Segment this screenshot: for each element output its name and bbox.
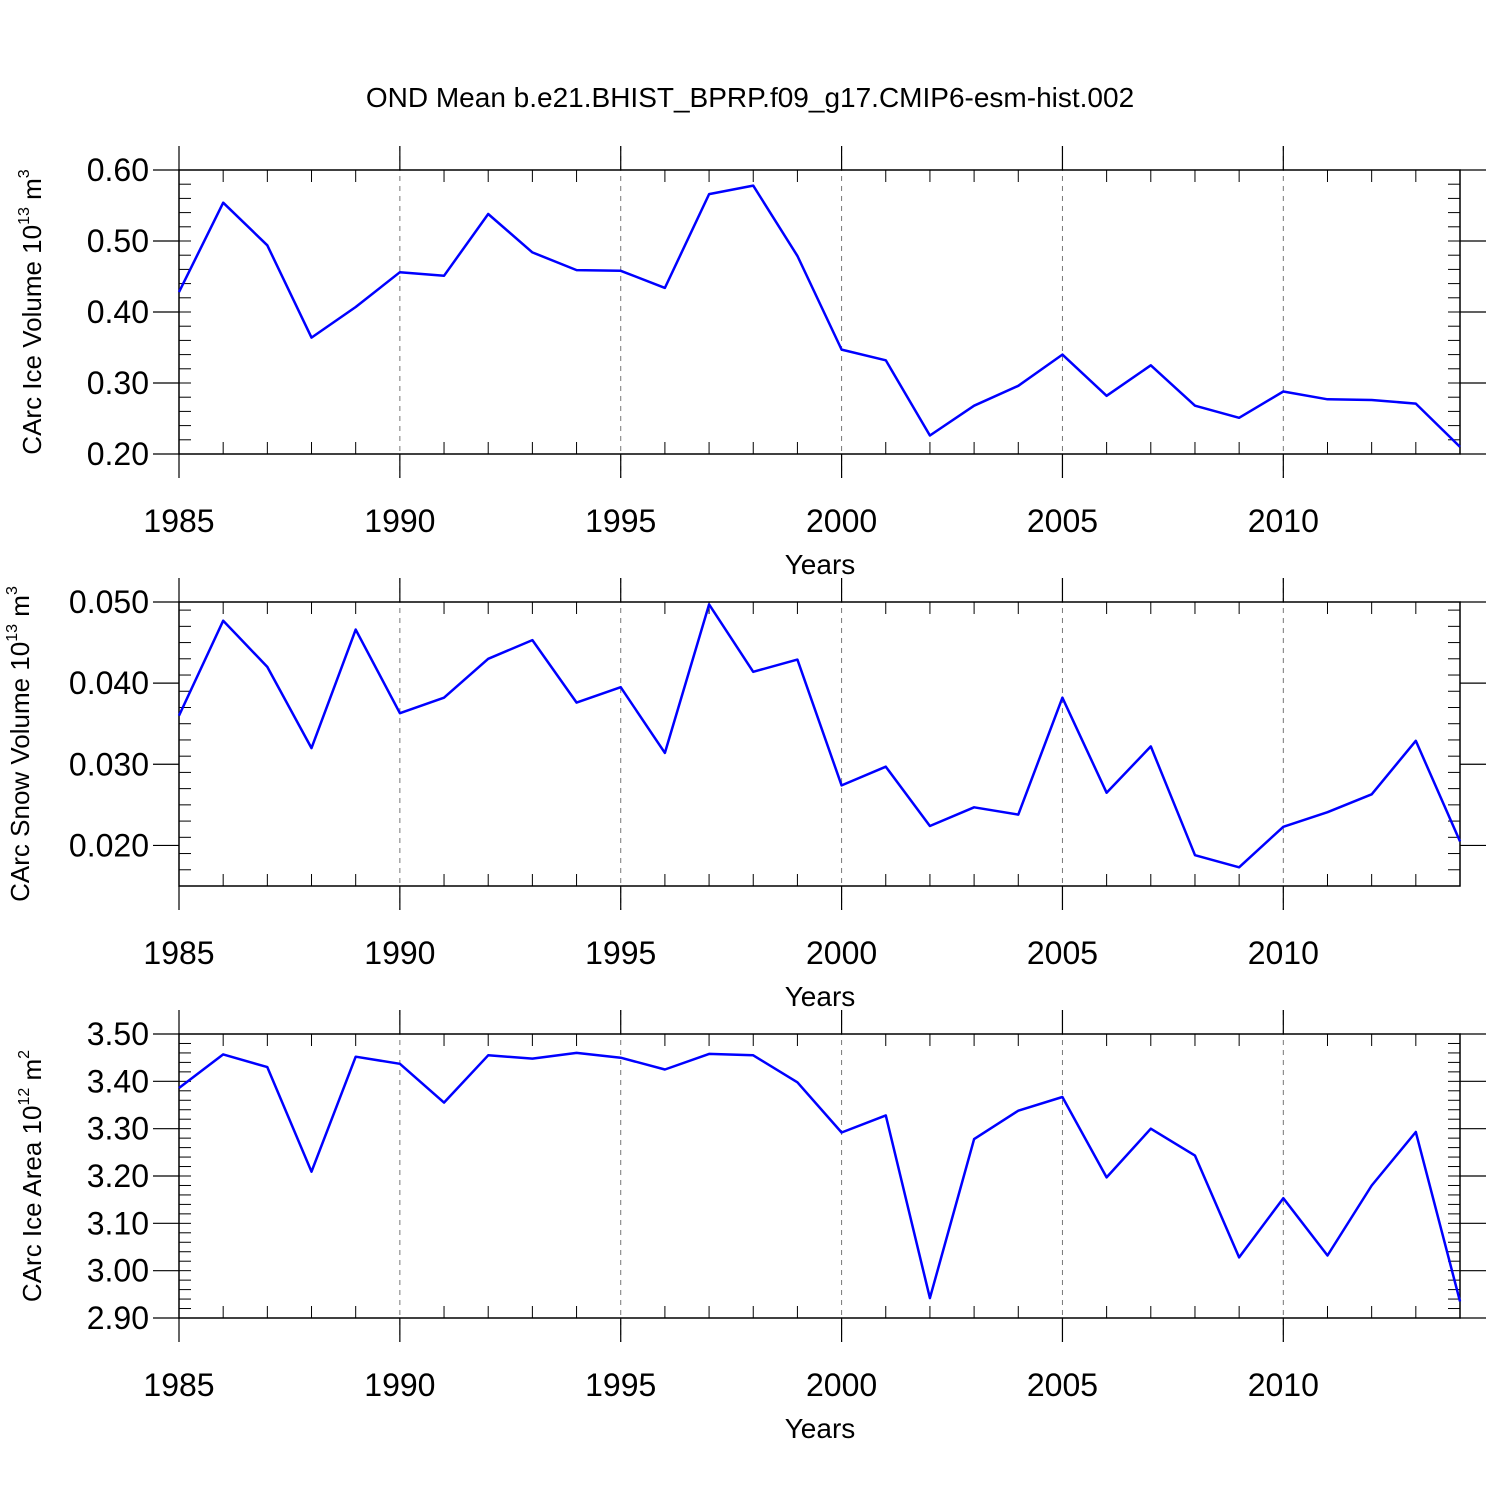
x-tick-label: 1995 bbox=[585, 1367, 656, 1403]
y-tick-label: 3.50 bbox=[87, 1016, 149, 1052]
plot-frame bbox=[178, 1033, 1461, 1319]
x-tick-label: 1985 bbox=[143, 935, 214, 971]
panel-3: 2.90 3.00 3.10 3.20 3.30 3.40 3.50 1985 1990 1995… bbox=[16, 1010, 1486, 1444]
y-axis-label: CArc Ice Area 1012 m2 bbox=[16, 1050, 47, 1302]
x-tick-label: 1985 bbox=[143, 503, 214, 539]
y-axis-label-unit: m bbox=[17, 1059, 47, 1088]
y-axis-label-exponent: 12 bbox=[16, 1088, 33, 1106]
y-axis-label-unit: m bbox=[5, 595, 35, 624]
y-tick-label: 3.10 bbox=[87, 1205, 149, 1241]
y-tick-label: 3.40 bbox=[87, 1063, 149, 1099]
y-axis-label-unit-exponent: 2 bbox=[16, 1050, 33, 1059]
panel-2: 0.020 0.030 0.040 0.050 1985 1990 1995 2000 2005… bbox=[4, 578, 1486, 1012]
plot-frame bbox=[178, 169, 1461, 455]
x-tick-label: 2000 bbox=[806, 935, 877, 971]
y-axis-label: CArc Ice Volume 1013 m3 bbox=[16, 169, 47, 454]
y-axis-label-unit-exponent: 3 bbox=[16, 169, 33, 178]
y-tick-label: 2.90 bbox=[87, 1300, 149, 1336]
x-tick-label: 2000 bbox=[806, 1367, 877, 1403]
x-tick-label: 1990 bbox=[364, 503, 435, 539]
x-tick-label: 2005 bbox=[1027, 1367, 1098, 1403]
series-line bbox=[177, 184, 1461, 448]
y-tick-label: 0.20 bbox=[87, 436, 149, 472]
x-tick-label: 1995 bbox=[585, 935, 656, 971]
y-tick-label: 0.40 bbox=[87, 294, 149, 330]
x-tick-label: 2010 bbox=[1248, 503, 1319, 539]
y-axis-label-exponent: 13 bbox=[16, 207, 33, 225]
y-axis-label-text: CArc Ice Area 10 bbox=[17, 1106, 47, 1303]
y-tick-label: 0.50 bbox=[87, 223, 149, 259]
y-tick-label: 0.60 bbox=[87, 152, 149, 188]
x-axis-label: Years bbox=[785, 1413, 856, 1444]
series-line bbox=[178, 1051, 1462, 1302]
y-tick-label: 0.050 bbox=[69, 584, 149, 620]
y-tick-label: 0.30 bbox=[87, 365, 149, 401]
y-axis-label-exponent: 13 bbox=[4, 624, 21, 642]
y-tick-label: 3.30 bbox=[87, 1111, 149, 1147]
y-tick-label: 3.20 bbox=[87, 1158, 149, 1194]
y-tick-label: 0.030 bbox=[69, 746, 149, 782]
x-tick-label: 1990 bbox=[364, 935, 435, 971]
y-tick-label: 0.040 bbox=[69, 665, 149, 701]
x-tick-label: 2005 bbox=[1027, 503, 1098, 539]
x-tick-label: 1990 bbox=[364, 1367, 435, 1403]
y-axis-label: CArc Snow Volume 1013 m3 bbox=[4, 586, 35, 902]
x-tick-label: 2010 bbox=[1248, 1367, 1319, 1403]
plot-frame bbox=[178, 601, 1461, 887]
x-tick-label: 1985 bbox=[143, 1367, 214, 1403]
x-tick-label: 2000 bbox=[806, 503, 877, 539]
x-tick-label: 2005 bbox=[1027, 935, 1098, 971]
panel-1: 0.20 0.30 0.40 0.50 0.60 1985 1990 1995 2000 2005… bbox=[16, 146, 1486, 580]
y-axis-label-text: CArc Snow Volume 10 bbox=[5, 642, 35, 902]
x-axis-label: Years bbox=[785, 549, 856, 580]
y-tick-label: 0.020 bbox=[69, 827, 149, 863]
chart-title: OND Mean b.e21.BHIST_BPRP.f09_g17.CMIP6-… bbox=[366, 82, 1134, 113]
series-line bbox=[177, 603, 1462, 869]
y-axis-label-unit: m bbox=[17, 178, 47, 207]
x-tick-label: 2010 bbox=[1248, 935, 1319, 971]
y-axis-label-unit-exponent: 3 bbox=[4, 586, 21, 595]
x-axis-label: Years bbox=[785, 981, 856, 1012]
y-tick-label: 3.00 bbox=[87, 1253, 149, 1289]
y-axis-label-text: CArc Ice Volume 10 bbox=[17, 225, 47, 455]
x-tick-label: 1995 bbox=[585, 503, 656, 539]
